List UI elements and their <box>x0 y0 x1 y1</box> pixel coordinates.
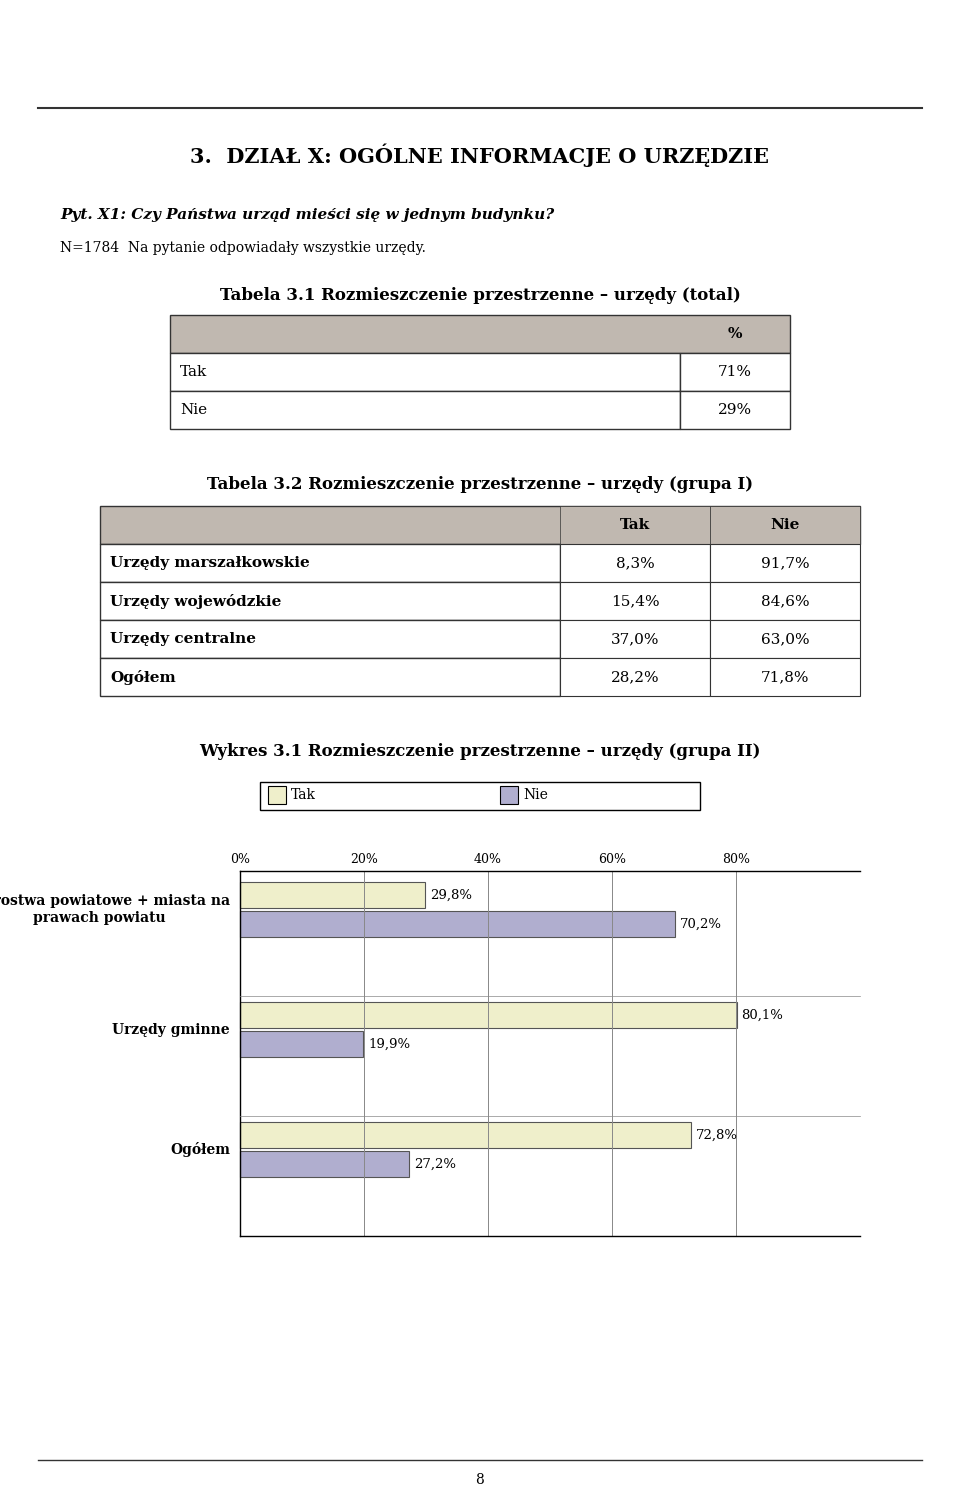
Text: 8: 8 <box>475 1473 485 1486</box>
Bar <box>100 581 560 620</box>
Text: Starostwa powiatowe + miasta na
prawach powiatu: Starostwa powiatowe + miasta na prawach … <box>0 895 230 925</box>
Text: Tak: Tak <box>291 788 316 803</box>
Text: Tak: Tak <box>620 518 650 532</box>
Bar <box>240 1001 736 1029</box>
Text: Urzędy wojewódzkie: Urzędy wojewódzkie <box>110 593 281 608</box>
Text: Urzędy marszałkowskie: Urzędy marszałkowskie <box>110 556 310 569</box>
Bar <box>260 782 700 810</box>
Text: 40%: 40% <box>474 852 502 866</box>
Text: 15,4%: 15,4% <box>611 593 660 608</box>
Text: Wykres 3.1 Rozmieszczenie przestrzenne – urzędy (grupa II): Wykres 3.1 Rozmieszczenie przestrzenne –… <box>200 742 760 759</box>
Bar <box>100 658 560 696</box>
Bar <box>100 620 560 658</box>
Bar <box>240 1122 691 1149</box>
Text: 29,8%: 29,8% <box>430 889 471 902</box>
Text: 28,2%: 28,2% <box>611 670 660 684</box>
Text: Tak: Tak <box>180 364 207 380</box>
Bar <box>560 620 710 658</box>
Text: 60%: 60% <box>598 852 626 866</box>
Text: 80,1%: 80,1% <box>742 1009 783 1021</box>
Text: Nie: Nie <box>770 518 800 532</box>
Text: Urzędy gminne: Urzędy gminne <box>112 1023 230 1036</box>
Text: Ogółem: Ogółem <box>170 1142 230 1157</box>
Bar <box>710 658 860 696</box>
Bar <box>710 544 860 581</box>
Text: 37,0%: 37,0% <box>611 633 660 646</box>
Bar <box>710 506 860 544</box>
Text: 20%: 20% <box>350 852 378 866</box>
Bar <box>710 581 860 620</box>
Bar <box>240 911 675 937</box>
Text: Nie: Nie <box>523 788 548 803</box>
Text: 27,2%: 27,2% <box>414 1158 456 1170</box>
Bar <box>560 506 710 544</box>
Bar <box>170 392 680 429</box>
Text: 8,3%: 8,3% <box>615 556 655 569</box>
Bar <box>240 1030 364 1057</box>
Text: 84,6%: 84,6% <box>760 593 809 608</box>
Bar <box>170 315 790 352</box>
Bar <box>100 544 560 581</box>
Text: Tabela 3.2 Rozmieszczenie przestrzenne – urzędy (grupa I): Tabela 3.2 Rozmieszczenie przestrzenne –… <box>207 476 753 492</box>
Bar <box>500 786 518 804</box>
Text: 72,8%: 72,8% <box>696 1128 738 1142</box>
Bar <box>100 506 860 544</box>
Bar <box>560 581 710 620</box>
Bar <box>240 883 424 908</box>
Text: Tabela 3.1 Rozmieszczenie przestrzenne – urzędy (total): Tabela 3.1 Rozmieszczenie przestrzenne –… <box>220 286 740 304</box>
Text: %: % <box>728 327 742 340</box>
Text: 71%: 71% <box>718 364 752 380</box>
Text: 71,8%: 71,8% <box>760 670 809 684</box>
Bar <box>560 658 710 696</box>
Bar <box>240 1151 409 1178</box>
Text: Ogółem: Ogółem <box>110 670 176 685</box>
Text: 63,0%: 63,0% <box>760 633 809 646</box>
Text: 3.  DZIAŁ X: OGÓLNE INFORMACJE O URZĘDZIE: 3. DZIAŁ X: OGÓLNE INFORMACJE O URZĘDZIE <box>190 143 770 167</box>
Text: Urzędy centralne: Urzędy centralne <box>110 633 256 646</box>
Bar <box>560 544 710 581</box>
Text: 70,2%: 70,2% <box>681 917 722 931</box>
Bar <box>170 352 680 392</box>
Bar <box>680 352 790 392</box>
Text: 0%: 0% <box>230 852 250 866</box>
Text: 91,7%: 91,7% <box>760 556 809 569</box>
Bar <box>710 620 860 658</box>
Text: Nie: Nie <box>180 404 207 417</box>
Text: N=1784  Na pytanie odpowiadały wszystkie urzędy.: N=1784 Na pytanie odpowiadały wszystkie … <box>60 241 426 255</box>
Text: 80%: 80% <box>722 852 750 866</box>
Bar <box>680 392 790 429</box>
Bar <box>268 786 286 804</box>
Text: 19,9%: 19,9% <box>369 1038 411 1051</box>
Text: 29%: 29% <box>718 404 752 417</box>
Text: Pyt. X1: Czy Państwa urząd mieści się w jednym budynku?: Pyt. X1: Czy Państwa urząd mieści się w … <box>60 208 554 221</box>
